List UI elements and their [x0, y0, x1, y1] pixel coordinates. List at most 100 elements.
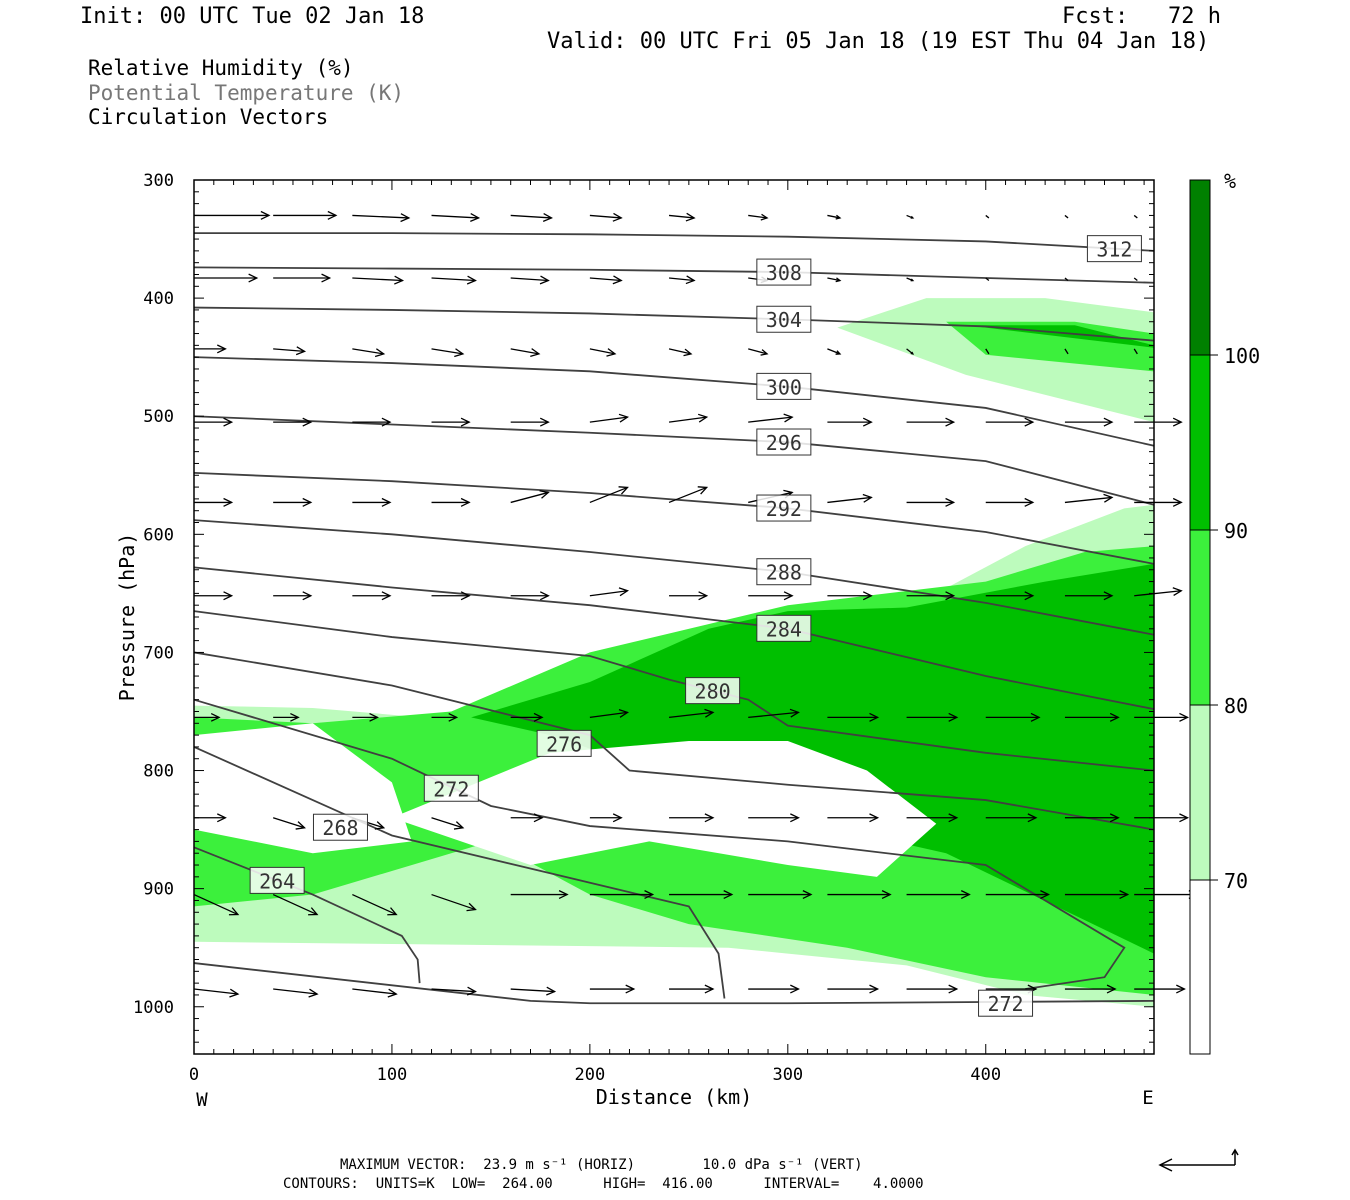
- vector-head: [321, 273, 332, 283]
- circulation-vector: [748, 416, 793, 423]
- circulation-vector: [589, 277, 622, 282]
- contour-label-box: [1086, 235, 1142, 263]
- vector-head: [1030, 712, 1041, 722]
- vector-head: [228, 907, 240, 916]
- vector-head: [644, 890, 655, 900]
- forecast-hour: Fcst: 72 h: [1062, 4, 1221, 29]
- circulation-vector: [1064, 348, 1069, 355]
- y-tick-label: 700: [143, 643, 174, 663]
- colorbar-unit: %: [1224, 169, 1236, 193]
- colorbar-segment: [1190, 705, 1210, 880]
- vector-head: [1040, 890, 1051, 900]
- y-tick-label: 400: [143, 289, 174, 309]
- init-time: Init: 00 UTC Tue 02 Jan 18: [80, 4, 425, 29]
- circulation-vector: [510, 348, 540, 355]
- vector-head: [533, 712, 544, 722]
- circulation-vector: [748, 214, 768, 219]
- vector-head: [612, 813, 623, 823]
- vector-head: [558, 890, 569, 900]
- contour-label: 312: [1096, 238, 1132, 262]
- vector-head: [948, 813, 959, 823]
- theta-contour: [193, 519, 1155, 636]
- vector-head: [862, 591, 873, 601]
- vector-head: [530, 348, 541, 357]
- contour-label-box: [536, 729, 592, 757]
- theta-contours: [193, 232, 1155, 1005]
- valid-time: Valid: 00 UTC Fri 05 Jan 18 (19 EST Thu …: [547, 29, 1210, 54]
- vector-head: [1109, 712, 1120, 722]
- vector-head: [1172, 417, 1183, 427]
- contour-label: 268: [322, 816, 358, 840]
- x-tick-label: 400: [970, 1065, 1001, 1085]
- colorbar-level-label: 100: [1224, 344, 1260, 368]
- circulation-vector: [748, 711, 799, 719]
- y-tick-label: 1000: [133, 998, 174, 1018]
- vector-head: [400, 213, 411, 223]
- contour-label-box: [423, 774, 479, 802]
- theta-contour: [193, 651, 1155, 831]
- vector-head: [783, 591, 794, 601]
- vector-head: [539, 490, 550, 499]
- circulation-vector: [510, 988, 555, 993]
- contour-label: 272: [433, 777, 469, 801]
- vector-head: [704, 984, 715, 994]
- contour-label-box: [756, 614, 812, 642]
- vector-head: [910, 351, 915, 355]
- vector-head: [394, 275, 405, 285]
- vector-head: [1027, 813, 1038, 823]
- vector-head: [862, 417, 873, 427]
- legend-circulation-vectors: Circulation Vectors: [88, 105, 329, 129]
- vector-head: [308, 988, 319, 998]
- vector-head: [685, 275, 696, 285]
- vector-head: [835, 277, 842, 283]
- vector-head: [381, 591, 392, 601]
- vector-head: [387, 907, 398, 916]
- vector-head: [910, 278, 915, 282]
- contour-label: 276: [546, 732, 582, 756]
- contour-label-box: [685, 677, 741, 705]
- vector-head: [760, 213, 769, 221]
- circulation-vector: [1064, 496, 1113, 504]
- vector-head: [539, 417, 550, 427]
- legend-potential-temperature: Potential Temperature (K): [88, 81, 405, 105]
- theta-contour: [193, 698, 1126, 990]
- vector-head: [802, 890, 813, 900]
- vector-head: [945, 591, 956, 601]
- circulation-vector: [510, 214, 552, 219]
- vector-head: [460, 591, 471, 601]
- x-tick-label: 200: [575, 1065, 606, 1085]
- circulation-vector: [589, 486, 628, 504]
- colorbar-level-label: 80: [1224, 694, 1248, 718]
- vector-head: [466, 275, 477, 285]
- circulation-vector: [589, 348, 616, 355]
- circulation-vector: [352, 893, 397, 916]
- theta-contour: [194, 232, 1155, 252]
- circulation-vector: [510, 277, 549, 282]
- circulation-vector: [827, 496, 872, 504]
- vector-head: [542, 212, 553, 222]
- circulation-vector: [352, 988, 397, 995]
- vector-head: [302, 417, 313, 427]
- vector-head: [223, 497, 234, 507]
- vector-head: [1179, 712, 1190, 722]
- circulation-vector: [748, 348, 768, 355]
- vector-head: [789, 708, 800, 718]
- colorbar-segment: [1190, 180, 1210, 355]
- contour-label: 292: [766, 497, 802, 521]
- circulation-vectors: [193, 210, 1199, 998]
- vector-head: [539, 591, 550, 601]
- theta-contour: [193, 415, 1155, 506]
- vector-head: [295, 821, 306, 830]
- vector-head: [229, 988, 240, 998]
- vector-head: [374, 348, 386, 358]
- vector-head: [960, 890, 971, 900]
- vector-head: [1103, 493, 1114, 503]
- vector-head: [290, 712, 300, 722]
- max-vector-note: MAXIMUM VECTOR: 23.9 m s⁻¹ (HORIZ) 10.0 …: [340, 1157, 863, 1173]
- contour-label-box: [312, 813, 368, 841]
- vector-head: [327, 210, 338, 220]
- vector-head: [216, 344, 227, 354]
- circulation-vector: [1064, 214, 1069, 219]
- colorbar-segment: [1190, 355, 1210, 530]
- y-tick-label: 800: [143, 762, 174, 782]
